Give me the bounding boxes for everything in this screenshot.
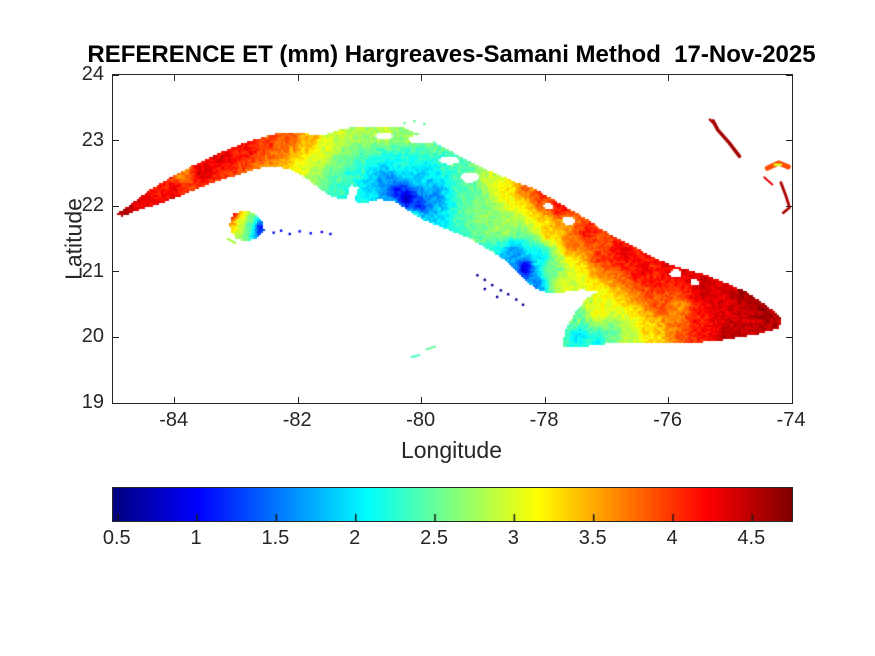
y-axis-tick [113, 402, 119, 404]
x-axis-tick-top [791, 75, 793, 81]
x-tick-label: -76 [653, 409, 682, 431]
colorbar-tick-label: 4 [666, 527, 678, 549]
colorbar [112, 487, 793, 522]
y-axis-tick [113, 140, 119, 142]
y-axis-tick-right [786, 205, 792, 207]
x-axis-tick-top [421, 75, 423, 81]
x-axis-label: Longitude [400, 437, 503, 463]
y-tick-label: 22 [81, 194, 104, 217]
x-axis-tick [421, 397, 423, 403]
et-heatmap-canvas [113, 75, 792, 403]
x-tick-label: -78 [529, 409, 559, 431]
x-axis-tick-top [297, 75, 299, 81]
x-axis-tick [544, 397, 546, 403]
x-tick-label: -82 [282, 409, 312, 431]
colorbar-tick-label: 1.5 [261, 527, 290, 549]
y-tick-label: 24 [81, 63, 104, 85]
y-axis-tick-right [786, 140, 792, 142]
colorbar-tick-label: 1 [190, 527, 202, 549]
x-tick-label: -80 [406, 409, 436, 431]
colorbar-tick-label: 3.5 [578, 527, 607, 549]
x-tick-label: -74 [776, 409, 806, 431]
x-tick-label: -84 [159, 409, 189, 431]
y-axis-tick-right [786, 271, 792, 273]
y-axis-tick-right [786, 336, 792, 338]
y-axis-tick [113, 336, 119, 338]
y-axis-tick [113, 205, 119, 207]
y-axis-tick-right [786, 402, 792, 404]
y-axis-tick [113, 74, 119, 76]
colorbar-tick-label: 0.5 [102, 527, 131, 549]
x-axis-tick [791, 397, 793, 403]
y-tick-label: 20 [81, 325, 104, 348]
x-axis-tick-top [174, 75, 176, 81]
y-tick-label: 21 [81, 259, 104, 282]
x-axis-tick-top [544, 75, 546, 81]
colorbar-tick-label: 3 [507, 527, 519, 549]
x-axis-tick [668, 397, 670, 403]
colorbar-tick-label: 2 [349, 527, 361, 549]
x-axis-tick [297, 397, 299, 403]
colorbar-gradient-canvas [113, 488, 792, 521]
y-axis-tick-right [786, 74, 792, 76]
colorbar-tick-label: 2.5 [420, 527, 448, 549]
x-axis-tick-top [668, 75, 670, 81]
y-tick-label: 23 [81, 128, 104, 151]
x-axis-tick [174, 397, 176, 403]
y-tick-label: 19 [81, 391, 104, 413]
colorbar-tick-label: 4.5 [737, 527, 766, 549]
map-axes [112, 74, 793, 404]
y-axis-tick [113, 271, 119, 273]
chart-title: REFERENCE ET (mm) Hargreaves-Samani Meth… [87, 41, 816, 68]
